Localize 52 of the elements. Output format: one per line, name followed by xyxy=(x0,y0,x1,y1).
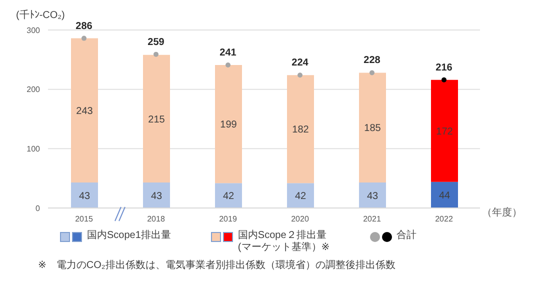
bar xyxy=(431,182,458,208)
bar xyxy=(287,75,314,184)
x-tick-label: 2022 xyxy=(435,214,454,224)
bar xyxy=(71,182,98,208)
x-axis-title: （年度） xyxy=(482,206,522,219)
legend-label: 国内Scope1排出量 xyxy=(87,230,171,242)
y-tick-label: 100 xyxy=(26,144,41,154)
point xyxy=(442,77,446,82)
x-tick-label: 2018 xyxy=(147,214,166,224)
data-label: 243 xyxy=(76,106,94,117)
data-label: 215 xyxy=(148,114,166,126)
bar xyxy=(215,183,242,208)
x-tick-label: 2019 xyxy=(219,214,238,224)
bar xyxy=(431,80,458,182)
y-tick-label: 0 xyxy=(36,204,41,213)
data-label: 185 xyxy=(364,123,382,134)
x-tick-label: 2021 xyxy=(363,214,382,224)
data-label: 228 xyxy=(364,55,381,66)
text: ※ 電力のCO₂排出係数は、電気事業者別排出係数（環境省）の調整後排出係数 xyxy=(37,258,396,272)
data-label: 241 xyxy=(220,47,237,58)
data-label: 43 xyxy=(366,190,378,202)
data-label: 44 xyxy=(438,190,450,202)
y-tick-label: 200 xyxy=(26,85,41,94)
data-label: 199 xyxy=(220,120,238,131)
bar xyxy=(215,65,242,184)
point xyxy=(370,70,374,76)
data-label: 172 xyxy=(436,126,454,138)
bar xyxy=(143,182,170,208)
legend-label: 国内Scope２排出量 (マーケット基準）※ xyxy=(238,230,330,254)
point xyxy=(82,36,86,41)
y-tick-label: 300 xyxy=(26,26,41,35)
bar xyxy=(359,182,386,208)
x-tick-label: 2015 xyxy=(75,214,94,224)
point xyxy=(298,72,302,78)
data-label: 42 xyxy=(294,191,306,202)
data-label: 43 xyxy=(78,190,90,202)
bar xyxy=(359,72,386,182)
data-label: 42 xyxy=(222,191,234,202)
data-label: 182 xyxy=(292,124,310,136)
data-label: 43 xyxy=(150,190,162,202)
data-label: 286 xyxy=(76,20,93,32)
legend-label: 合計 xyxy=(396,230,417,242)
point xyxy=(226,62,230,68)
data-label: 224 xyxy=(292,58,309,69)
bar xyxy=(71,38,98,182)
bar xyxy=(287,183,314,208)
x-tick-label: 2020 xyxy=(291,214,310,224)
data-label: 216 xyxy=(436,62,453,74)
y-axis-title: (千ﾄﾝ-CO₂) xyxy=(15,8,66,21)
bar xyxy=(143,54,170,182)
data-label: 259 xyxy=(148,36,165,48)
point xyxy=(154,52,158,57)
